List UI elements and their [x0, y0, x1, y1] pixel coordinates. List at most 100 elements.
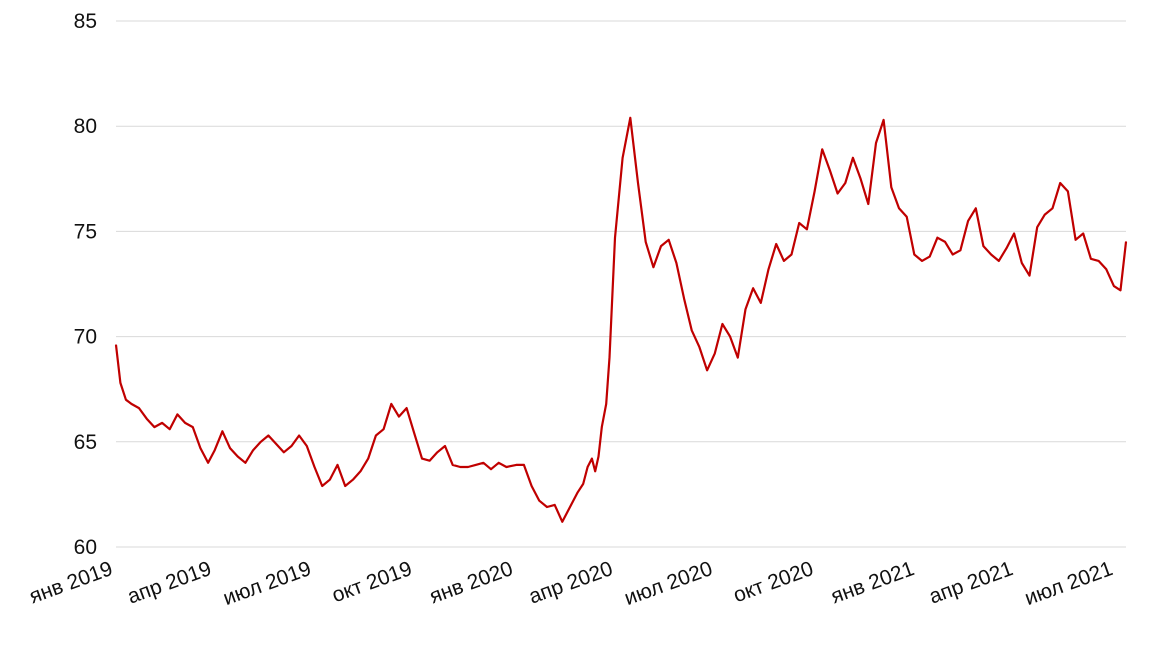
data-point — [813, 190, 816, 193]
data-point — [913, 253, 916, 256]
data-point — [313, 466, 316, 468]
data-point — [775, 243, 777, 245]
data-point — [119, 382, 122, 384]
data-point — [474, 464, 477, 466]
data-point — [553, 504, 556, 506]
data-point — [252, 449, 254, 452]
data-point — [806, 228, 808, 231]
data-point — [405, 407, 408, 409]
data-point — [367, 457, 370, 460]
data-point — [1097, 260, 1100, 262]
data-point — [382, 428, 385, 431]
data-point — [1119, 289, 1122, 292]
data-point — [967, 220, 969, 222]
x-tick-label: окт 2020 — [730, 557, 816, 607]
data-point — [115, 344, 117, 346]
data-point — [729, 335, 731, 338]
data-point — [451, 464, 454, 466]
y-tick-label: 70 — [74, 326, 97, 349]
data-point — [608, 356, 611, 359]
data-point — [821, 148, 823, 151]
data-point — [867, 203, 870, 205]
data-point — [737, 356, 739, 359]
x-tick-label: июл 2020 — [621, 557, 715, 610]
data-point — [844, 182, 847, 184]
data-point — [321, 485, 324, 487]
data-point — [614, 236, 616, 239]
data-point — [744, 308, 747, 311]
data-point — [359, 470, 362, 473]
data-point — [546, 506, 548, 508]
x-axis-tick-labels: янв 2019 апр 2019 июл 2019 окт 2019 янв 2020… — [26, 557, 1115, 610]
data-point — [459, 466, 462, 468]
y-tick-label: 60 — [74, 536, 97, 559]
series-0 — [114, 116, 1128, 523]
data-point — [594, 470, 596, 473]
data-point — [591, 457, 593, 460]
data-point — [561, 521, 564, 523]
data-point — [629, 117, 632, 119]
data-point — [125, 398, 127, 401]
data-point — [1090, 258, 1092, 260]
data-point — [998, 260, 1000, 262]
data-point — [675, 262, 678, 264]
data-point — [1005, 247, 1008, 249]
data-point — [523, 464, 525, 466]
x-tick-label: апр 2020 — [526, 557, 616, 608]
data-point — [413, 432, 416, 435]
x-tick-label: янв 2020 — [427, 557, 516, 608]
data-point — [752, 287, 754, 290]
data-point — [652, 266, 655, 269]
data-point — [344, 485, 347, 487]
data-point — [936, 236, 939, 239]
data-point — [1082, 232, 1084, 235]
data-point — [428, 459, 431, 462]
data-point — [859, 178, 862, 180]
data-point — [852, 157, 854, 159]
data-point — [398, 415, 400, 418]
data-point — [982, 245, 985, 247]
x-tick-label: янв 2019 — [26, 557, 115, 608]
data-point — [515, 464, 518, 466]
data-point — [882, 119, 885, 121]
data-point — [213, 449, 216, 452]
data-point — [597, 455, 600, 458]
y-axis-tick-labels: 60 65 70 75 80 85 — [74, 10, 97, 559]
data-point — [706, 369, 708, 372]
data-point — [1059, 182, 1061, 184]
data-point — [467, 466, 469, 468]
data-point — [1021, 262, 1023, 264]
data-point — [207, 462, 209, 464]
data-point — [244, 462, 247, 464]
data-point — [1013, 232, 1015, 235]
data-point — [767, 268, 770, 271]
x-tick-label: апр 2019 — [125, 557, 215, 608]
data-point — [760, 302, 762, 304]
data-point — [576, 491, 579, 494]
data-point — [290, 445, 293, 447]
data-point — [306, 445, 308, 447]
data-point — [192, 426, 194, 428]
series-line — [114, 116, 1128, 523]
data-point — [928, 255, 931, 258]
data-point — [538, 499, 541, 502]
y-tick-label: 75 — [74, 220, 97, 243]
data-point — [229, 447, 231, 449]
data-point — [586, 466, 589, 468]
data-point — [601, 426, 603, 428]
data-point — [199, 447, 202, 449]
data-point — [1125, 241, 1127, 243]
data-point — [905, 215, 908, 218]
data-point — [260, 441, 262, 443]
data-point — [336, 464, 339, 466]
data-point — [890, 186, 893, 188]
data-point — [951, 253, 954, 256]
data-point — [667, 239, 670, 241]
y-tick-label: 85 — [74, 10, 97, 33]
data-point — [582, 483, 584, 485]
x-tick-label: июл 2021 — [1022, 557, 1116, 610]
data-point — [829, 169, 831, 172]
data-point — [352, 478, 354, 481]
data-point — [637, 182, 639, 184]
